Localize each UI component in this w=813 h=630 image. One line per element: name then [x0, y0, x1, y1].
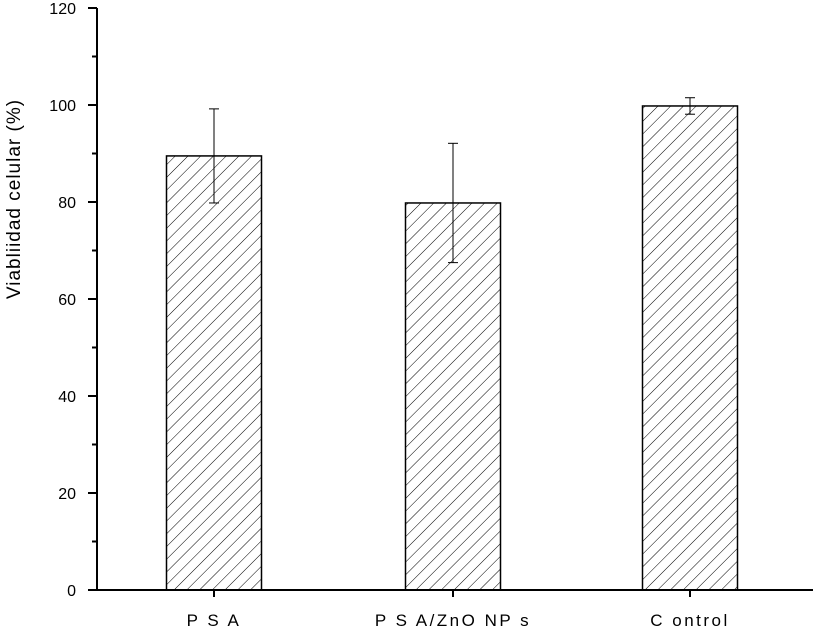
error-bar-3: [685, 97, 695, 115]
y-tick-label-20: 20: [58, 486, 76, 503]
y-tick-label-40: 40: [58, 389, 76, 406]
x-tick-label-2: P S A/ZnO NP s: [375, 611, 531, 630]
y-tick-label-120: 120: [49, 1, 76, 18]
bars-layer: [165, 105, 739, 591]
x-tick-label-1: P S A: [187, 611, 242, 630]
bar-3: [641, 105, 739, 591]
x-tick-label-3: C ontrol: [650, 611, 730, 630]
y-tick-label-80: 80: [58, 195, 76, 212]
error-bar-1: [209, 108, 219, 204]
error-bars-layer: [209, 97, 695, 264]
y-tick-label-0: 0: [67, 583, 76, 600]
error-bar-2: [448, 142, 458, 264]
y-axis-title: Viabliidad celular (%): [4, 99, 25, 299]
bar-2: [404, 202, 502, 591]
y-tick-label-60: 60: [58, 292, 76, 309]
x-ticks-layer: P S A P S A/ZnO NP s C ontrol: [187, 590, 730, 630]
bar-1: [165, 155, 263, 591]
y-ticks-layer: 0 20 40 60 80 100 120: [49, 1, 97, 600]
y-tick-label-100: 100: [49, 98, 76, 115]
